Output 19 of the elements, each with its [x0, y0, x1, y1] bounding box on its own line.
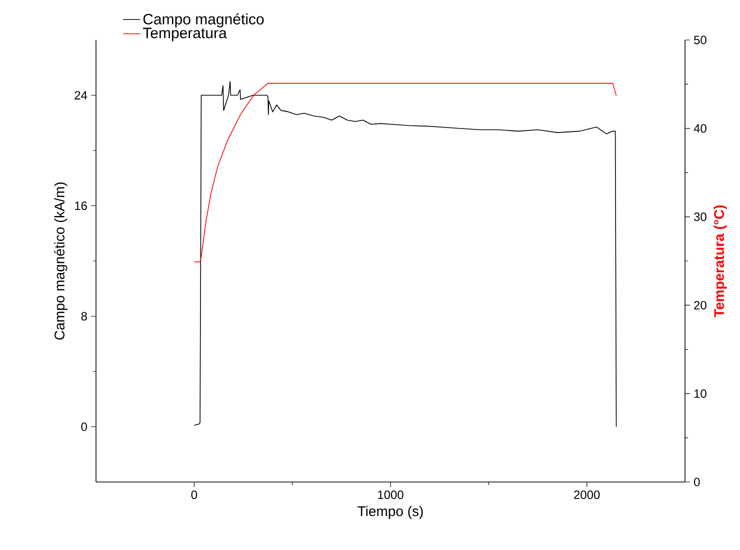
y2-tick-label: 0 — [694, 478, 700, 486]
y-axis-title: Campo magnético (kA/m) — [54, 182, 68, 340]
y-tick-label: 8 — [81, 312, 87, 320]
y2-tick-label: 20 — [694, 300, 706, 310]
x-axis-title: Tiempo (s) — [358, 506, 423, 519]
y2-tick-label: 50 — [694, 36, 706, 44]
y-tick-label: 16 — [75, 202, 87, 210]
y2-tick-label: 10 — [694, 389, 706, 398]
x-tick-label: 2000 — [574, 490, 600, 500]
x-tick-label: 0 — [191, 490, 198, 500]
y2-tick-label: 40 — [694, 124, 706, 133]
y-tick-label: 0 — [81, 422, 88, 431]
x-tick-label: 1000 — [378, 490, 404, 500]
line-series — [194, 82, 617, 262]
legend-label: Temperatura — [142, 28, 227, 42]
y-tick-label: 24 — [74, 91, 88, 100]
legend-label: Campo magnético — [143, 13, 264, 28]
y2-tick-label: 30 — [694, 212, 706, 222]
y2-axis-title: Temperatura (°C) — [714, 205, 727, 318]
